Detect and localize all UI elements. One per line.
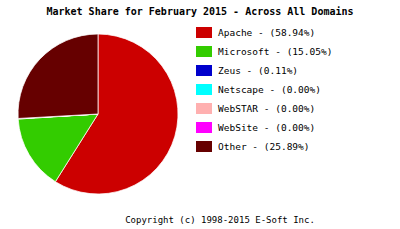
legend: Apache - (58.94%) Microsoft - (15.05%) Zeu… [196,27,332,152]
legend-label: WebSite - (0.00%) [218,122,315,133]
legend-item: WebSite - (0.00%) [196,122,315,133]
legend-swatch [196,103,212,114]
legend-swatch [196,84,212,95]
legend-item: Microsoft - (15.05%) [196,46,332,57]
legend-label: Microsoft - (15.05%) [218,46,332,57]
legend-item: Apache - (58.94%) [196,27,315,38]
legend-swatch [196,27,212,38]
legend-item: Other - (25.89%) [196,141,310,152]
legend-item: Netscape - (0.00%) [196,84,321,95]
legend-swatch [196,122,212,133]
legend-label: Apache - (58.94%) [218,27,315,38]
legend-item: Zeus - (0.11%) [196,65,298,76]
legend-label: Zeus - (0.11%) [218,65,298,76]
chart: Market Share for February 2015 - Across … [0,0,400,229]
pie [18,34,178,194]
pie-slice [18,34,98,118]
legend-item: WebSTAR - (0.00%) [196,103,315,114]
legend-swatch [196,65,212,76]
legend-label: Other - (25.89%) [218,141,310,152]
legend-label: Netscape - (0.00%) [218,84,321,95]
title: Market Share for February 2015 - Across … [46,6,353,17]
legend-label: WebSTAR - (0.00%) [218,103,315,114]
pie-slice [18,114,98,182]
annotation: Copyright (c) 1998-2015 E-Soft Inc. [125,215,315,225]
legend-swatch [196,46,212,57]
legend-swatch [196,141,212,152]
